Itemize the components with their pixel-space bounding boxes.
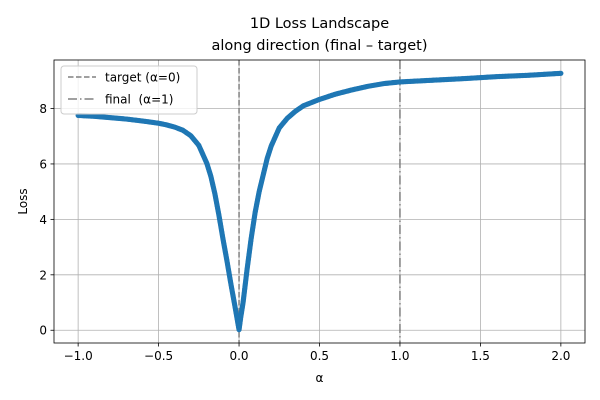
x-tick-label: 1.0 [390,349,409,363]
y-axis-label: Loss [16,188,30,214]
legend-label-final: final (α=1) [105,93,173,107]
data-points [75,70,564,333]
reference-lines [238,60,401,343]
chart-title-line-2: along direction (final – target) [211,38,427,54]
x-tick-label: −0.5 [144,349,173,363]
y-tick-label: 0 [39,324,47,338]
x-tick-label: 0.0 [229,349,248,363]
legend-label-target: target (α=0) [105,71,180,85]
x-tick-label: 1.5 [471,349,490,363]
x-tick-label: −1.0 [64,349,93,363]
data-point [558,70,564,76]
chart-title-line-1: 1D Loss Landscape [250,16,389,32]
y-tick-label: 8 [39,102,47,116]
x-tick-label: 0.5 [310,349,329,363]
y-tick-label: 6 [39,157,47,171]
y-tick-label: 2 [39,268,47,282]
y-axis-ticks: 0 2 4 6 8 [39,102,54,338]
x-axis-ticks: −1.0 −0.5 0.0 0.5 1.0 1.5 2.0 [64,343,570,363]
x-tick-label: 2.0 [551,349,570,363]
legend: target (α=0) final (α=1) [60,65,198,115]
y-tick-label: 4 [39,213,47,227]
x-axis-label: α [316,371,324,385]
legend-box [60,65,198,115]
